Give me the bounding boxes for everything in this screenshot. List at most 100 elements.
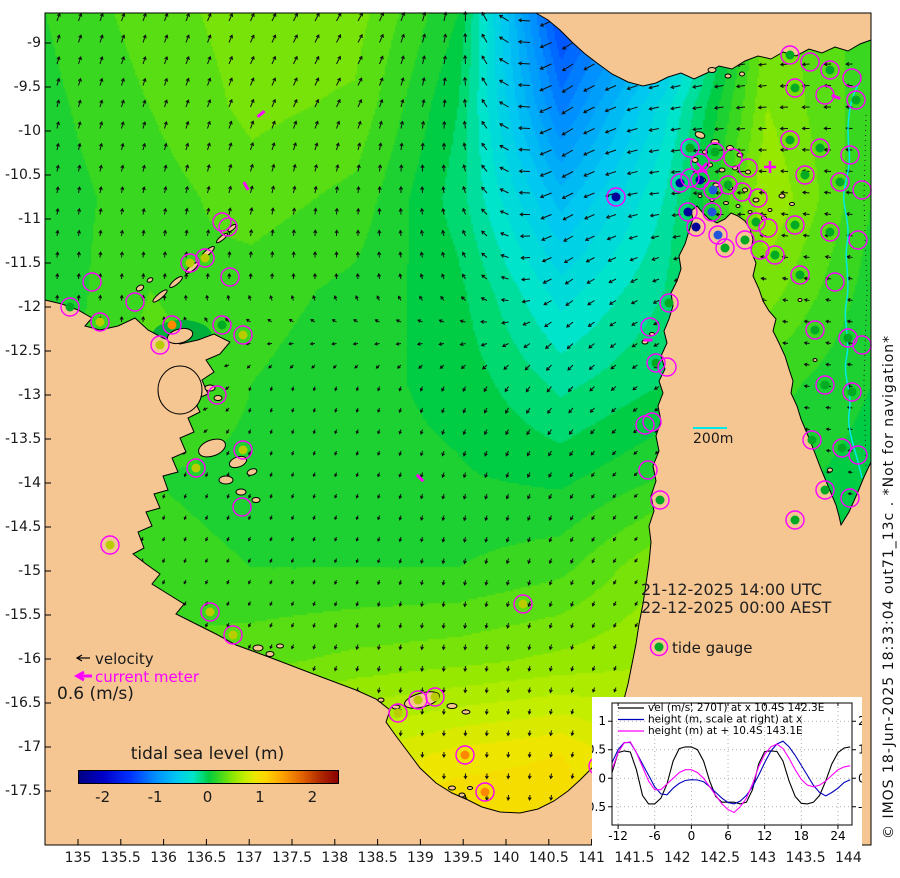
inset-legend-label: height (m, scale at right) at x: [648, 714, 802, 726]
islet: [778, 193, 786, 199]
tide-gauge-dot: [167, 320, 177, 330]
tide-gauge-ring: [735, 230, 755, 250]
lon-tick-label: 136: [150, 850, 177, 866]
islet: [767, 208, 773, 212]
tide-gauge-dot: [723, 180, 733, 190]
islet: [467, 786, 473, 790]
tide-gauge-dot: [851, 95, 861, 105]
inset-xtick-label: -6: [649, 829, 661, 843]
tide-gauge-dot: [664, 298, 674, 308]
tide-gauge-dot: [95, 317, 105, 327]
islet: [213, 395, 223, 401]
lon-tick-label: 139: [407, 850, 434, 866]
lat-tick-label: -17.5: [5, 783, 42, 799]
tide-gauge-icon-ring: [649, 637, 669, 657]
tide-gauge-ring: [800, 52, 820, 72]
tide-gauge-ring: [640, 317, 660, 337]
islet: [198, 438, 226, 458]
tide-gauge-ring: [690, 153, 710, 173]
islet: [745, 169, 751, 175]
tide-gauge-dot: [810, 325, 820, 335]
inset-ytick-right-label: -1: [858, 800, 862, 814]
lon-tick-label: 144: [835, 850, 862, 866]
current-meter-mark: [242, 181, 250, 191]
tide-gauge-dot: [713, 230, 723, 240]
tide-gauge-dot: [815, 143, 825, 153]
islet: [251, 497, 261, 503]
lat-tick-label: -9: [27, 35, 41, 51]
islet: [789, 202, 795, 206]
tide-gauge-ring: [125, 292, 145, 312]
tide-gauge-ring: [785, 215, 805, 235]
islet: [747, 210, 753, 214]
tide-gauge-ring: [785, 78, 805, 98]
tide-gauge-dot: [807, 435, 817, 445]
tide-gauge-dot: [685, 143, 695, 153]
lon-tick-label: 143.5: [785, 850, 826, 866]
current-meter-layer: [242, 94, 841, 483]
lat-tick-label: -10.5: [5, 167, 42, 183]
inset-axis-box: [611, 702, 853, 826]
tide-gauge-ring: [223, 625, 243, 645]
tide-gauge-ring: [785, 510, 805, 530]
tide-gauge-ring: [758, 218, 778, 238]
colorbar-title: tidal sea level (m): [130, 744, 285, 764]
tide-gauge-ring: [646, 353, 666, 373]
tide-gauge-ring: [90, 312, 110, 332]
tide-gauge-ring: [842, 382, 862, 402]
lon-tick-label: 140: [492, 850, 520, 866]
inset-ytick-left-label: 0.5: [592, 743, 606, 757]
tide-gauge-ring: [810, 138, 830, 158]
tide-gauge-ring: [832, 438, 852, 458]
tide-gauge-ring: [820, 60, 840, 80]
islet: [797, 298, 803, 302]
tide-gauge-dot: [518, 599, 528, 609]
tide-gauge-ring: [703, 180, 723, 200]
depth-contour-layer: [842, 84, 868, 479]
tide-gauge-dot: [790, 83, 800, 93]
tide-gauge-ring: [455, 745, 475, 765]
tide-gauge-ring: [715, 238, 735, 258]
timeseries-inset-chart: -12 -6 0 6 12 18 24 1 0.5 0 -0.5 2 1 0 -1 vel (m/s, 270…: [592, 697, 862, 848]
colorbar-tick-label: -1: [147, 788, 163, 806]
tide-gauge-ring: [802, 430, 822, 450]
islet: [742, 187, 748, 193]
tide-gauge-ring: [790, 265, 810, 285]
tide-gauge-dot: [217, 320, 227, 330]
tide-gauge-dot: [800, 170, 810, 180]
tide-gauge-ring: [748, 188, 768, 208]
tide-gauge-dot: [691, 222, 701, 232]
tide-gauge-ring: [388, 703, 408, 723]
tide-gauge-ring: [738, 158, 758, 178]
inset-ytick-left-label: 0: [598, 771, 606, 785]
islet: [265, 651, 275, 657]
islet: [169, 276, 183, 288]
lat-tick-label: -16: [18, 651, 41, 667]
tide-gauge-ring: [162, 315, 182, 335]
islet: [827, 467, 833, 473]
tide-gauge-ring: [780, 130, 800, 150]
datetime-local: 22-12-2025 00:00 AEST: [641, 598, 832, 617]
lon-tick-label: 137.5: [271, 850, 313, 866]
tide-gauge-ring: [233, 440, 253, 460]
tide-gauge-dot: [205, 607, 215, 617]
inset-ytick-left-label: -0.5: [592, 800, 606, 814]
tide-gauge-dot: [785, 50, 795, 60]
inset-xtick-label: 24: [830, 829, 845, 843]
tide-gauge-dot: [820, 485, 830, 495]
inset-legend-label: vel (m/s, 270T) at x 10.4S 142.3E: [648, 702, 824, 714]
current-meter-mark: [256, 109, 266, 119]
scale-200m-label: 200m: [693, 431, 734, 447]
tide-gauge-dot: [837, 443, 847, 453]
lat-tick-label: -15: [18, 563, 41, 579]
tide-gauge-ring: [425, 687, 445, 707]
datetime-utc: 21-12-2025 14:00 UTC: [641, 580, 822, 599]
tide-gauge-ring: [686, 217, 706, 237]
islet: [812, 358, 818, 362]
lat-tick-label: -15.5: [5, 607, 42, 623]
lon-tick-label: 136.5: [186, 850, 227, 866]
lon-tick-label: 141.5: [614, 850, 655, 866]
lon-tick-label: 142: [663, 850, 691, 866]
islet: [218, 475, 234, 485]
